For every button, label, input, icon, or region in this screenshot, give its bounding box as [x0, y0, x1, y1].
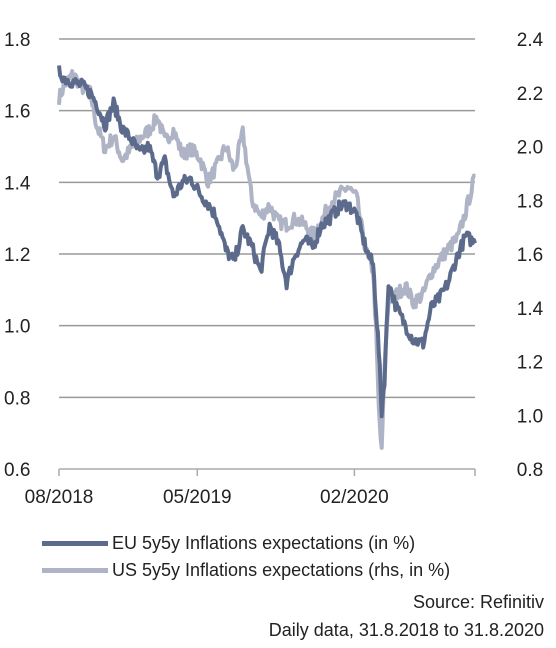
x-tick-label: 02/2020 — [320, 487, 389, 508]
right-tick-label: 2.2 — [517, 84, 543, 105]
period-note: Daily data, 31.8.2018 to 31.8.2020 — [268, 620, 544, 640]
legend-label-us: US 5y5y Inflations expectations (rhs, in… — [112, 560, 451, 580]
left-axis-ticks: 0.6 0.8 1.0 1.2 1.4 1.6 1.8 — [4, 30, 31, 481]
legend-item-us: US 5y5y Inflations expectations (rhs, in… — [42, 560, 450, 581]
left-tick-label: 1.0 — [4, 317, 30, 338]
legend-label-eu: EU 5y5y Inflations expectations (in %) — [112, 533, 416, 553]
left-tick-label: 1.2 — [4, 245, 30, 266]
right-tick-label: 1.0 — [517, 406, 543, 427]
series-line-eu — [57, 65, 477, 419]
legend-swatch-eu — [42, 541, 108, 546]
right-tick-label: 0.8 — [517, 460, 543, 481]
source-note: Source: Refinitiv — [412, 592, 544, 612]
left-tick-label: 1.4 — [4, 173, 31, 194]
right-tick-label: 1.2 — [517, 353, 543, 374]
line-chart: 08/2018 05/2019 02/2020 0.6 0.8 1.0 1.2 1.4 1.6… — [4, 30, 544, 508]
series-layer — [57, 65, 477, 453]
right-axis-ticks: 0.8 1.0 1.2 1.4 1.6 1.8 2.0 2.2 2.4 — [517, 30, 544, 481]
right-tick-label: 1.6 — [517, 245, 543, 266]
left-tick-label: 1.6 — [4, 102, 30, 123]
right-tick-label: 2.0 — [517, 138, 543, 159]
legend-item-eu: EU 5y5y Inflations expectations (in %) — [42, 533, 415, 554]
legend-swatch-us — [42, 568, 108, 573]
right-tick-label: 1.8 — [517, 191, 543, 212]
left-tick-label: 0.6 — [4, 460, 30, 481]
right-tick-label: 2.4 — [517, 30, 544, 51]
x-axis-ticks: 08/2018 05/2019 02/2020 — [25, 469, 476, 508]
x-tick-label: 05/2019 — [163, 487, 232, 508]
left-tick-label: 1.8 — [4, 30, 30, 51]
x-tick-label: 08/2018 — [25, 487, 94, 508]
gridlines — [59, 38, 475, 399]
right-tick-label: 1.4 — [517, 299, 544, 320]
left-tick-label: 0.8 — [4, 388, 30, 409]
series-line-us — [57, 69, 476, 450]
